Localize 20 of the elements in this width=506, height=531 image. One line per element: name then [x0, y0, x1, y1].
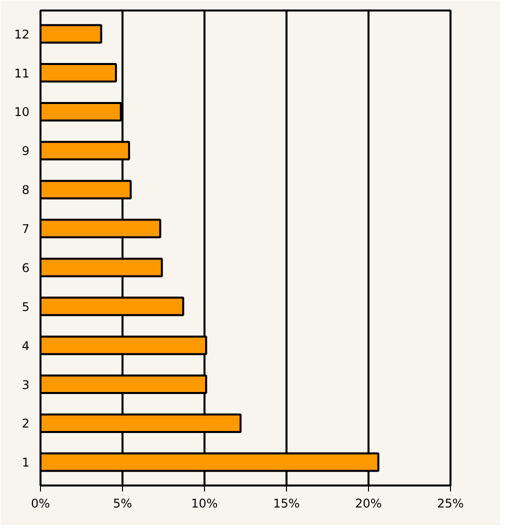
- x-tick-label: 0%: [30, 496, 50, 510]
- y-tick-label: 3: [22, 378, 30, 392]
- x-tick-label: 15%: [273, 496, 300, 510]
- y-tick-label: 4: [22, 338, 30, 353]
- y-tick-label: 2: [22, 416, 30, 431]
- y-tick-label: 8: [22, 183, 30, 198]
- bar: [40, 24, 102, 44]
- y-tick-label: 1: [22, 456, 30, 470]
- bar: [40, 63, 117, 83]
- x-tick-label: 5%: [112, 496, 132, 510]
- y-tick-label: 6: [22, 260, 30, 275]
- x-tick-label: 25%: [437, 496, 464, 510]
- y-tick-label: 5: [22, 300, 30, 314]
- y-tick-label: 12: [14, 27, 30, 42]
- y-tick-label: 10: [14, 105, 30, 120]
- x-tick-label: 20%: [355, 496, 382, 510]
- y-tick-label: 7: [22, 222, 30, 236]
- x-tick-label: 10%: [191, 496, 218, 510]
- y-tick-label: 11: [14, 66, 30, 80]
- y-tick-label: 9: [22, 144, 30, 158]
